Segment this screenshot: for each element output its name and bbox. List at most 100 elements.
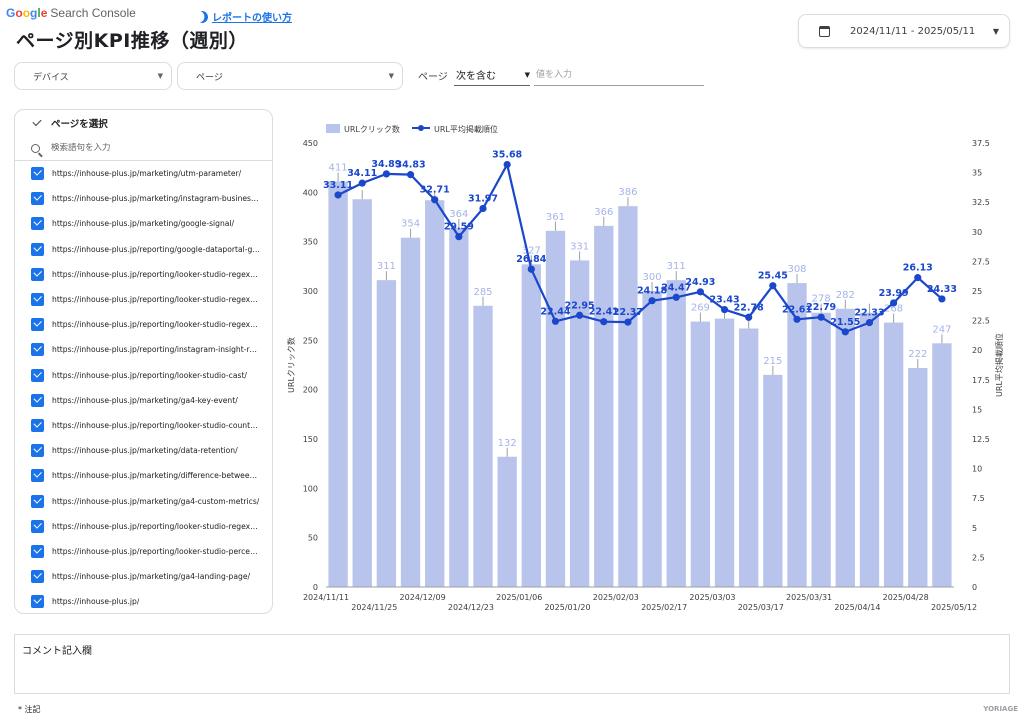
bar-value-label: 366 (594, 207, 613, 218)
page-url: https://inhouse-plus.jp/reporting/google… (52, 244, 260, 254)
checkbox-checked-icon[interactable] (31, 444, 44, 458)
checkbox-checked-icon[interactable] (31, 343, 44, 357)
checkbox-checked-icon[interactable] (31, 469, 44, 483)
filter-operator-value: 次を含む (456, 71, 496, 82)
line-point (648, 297, 656, 305)
bar-value-label: 247 (932, 324, 951, 335)
guide-icon (194, 8, 210, 24)
checkbox-checked-icon[interactable] (31, 595, 44, 609)
line-point (720, 305, 729, 314)
line-point (817, 313, 825, 321)
line-value-label: 31.97 (468, 193, 498, 204)
checkbox-checked-icon[interactable] (31, 318, 44, 332)
page-list-item[interactable]: https://inhouse-plus.jp/reporting/looker… (15, 539, 272, 564)
page-list-item[interactable]: https://inhouse-plus.jp/reporting/looker… (15, 413, 272, 438)
bar (594, 225, 614, 587)
x-tick-label: 2025/03/03 (689, 593, 735, 602)
page-list-item[interactable]: https://inhouse-plus.jp/reporting/looker… (15, 312, 272, 337)
page-list-item[interactable]: https://inhouse-plus.jp/marketing/instag… (15, 186, 272, 211)
page-list-item[interactable]: https://inhouse-plus.jp/marketing/ga4-cu… (15, 488, 272, 513)
kpi-combo-chart: URLクリック数 URL平均掲載順位 0 50 100 150 200 250 300 350 40… (282, 114, 1008, 614)
check-icon (32, 116, 42, 127)
checkbox-checked-icon[interactable] (31, 519, 44, 533)
search-icon (31, 143, 40, 153)
legend-marker (418, 125, 424, 131)
checkbox-checked-icon[interactable] (31, 368, 44, 382)
page-search (15, 136, 272, 161)
checkbox-checked-icon[interactable] (31, 393, 44, 407)
page-select-panel: ページを選択 https://inhouse-plus.jp/marketing… (14, 109, 273, 614)
y-right-tick-label: 0 (972, 583, 977, 592)
checkbox-checked-icon[interactable] (31, 544, 44, 558)
bar-value-label: 411 (329, 162, 348, 173)
checkbox-checked-icon[interactable] (31, 192, 44, 206)
filter-operator-select[interactable]: 次を含む ▼ (454, 64, 530, 86)
line-value-label: 23.99 (879, 288, 909, 299)
y-right-tick-label: 20 (972, 346, 982, 355)
bar-value-label: 331 (570, 241, 589, 252)
x-tick-label: 2025/01/06 (496, 593, 542, 602)
page-list-item[interactable]: https://inhouse-plus.jp/marketing/google… (15, 211, 272, 236)
line-point (745, 313, 753, 321)
line-value-label: 22.44 (540, 306, 570, 317)
page-url: https://inhouse-plus.jp/reporting/looker… (52, 521, 260, 531)
checkbox-checked-icon[interactable] (31, 570, 44, 584)
line-point (406, 171, 415, 179)
page-list-item[interactable]: https://inhouse-plus.jp/marketing/ga4-la… (15, 564, 272, 589)
line-value-label: 26.13 (903, 263, 933, 274)
line-point (938, 295, 946, 303)
line-point (334, 191, 342, 199)
y-left-axis-title: URLクリック数 (286, 337, 296, 393)
comment-box[interactable]: コメント記入欄 (14, 634, 1010, 694)
device-dropdown[interactable]: デバイス ▼ (14, 62, 172, 90)
bar (400, 237, 421, 587)
calendar-icon (819, 25, 830, 37)
series-line (337, 163, 943, 333)
x-tick-label: 2025/01/20 (544, 603, 590, 612)
checkbox-checked-icon[interactable] (31, 217, 44, 231)
page-list-item[interactable]: https://inhouse-plus.jp/ (15, 589, 272, 613)
page-list-item[interactable]: https://inhouse-plus.jp/reporting/looker… (15, 287, 272, 312)
page-list-item[interactable]: https://inhouse-plus.jp/marketing/data-r… (15, 438, 272, 463)
bar-value-label: 311 (667, 261, 686, 272)
bar (690, 321, 711, 587)
page-dropdown[interactable]: ページ ▼ (177, 62, 403, 90)
page-list-item[interactable]: https://inhouse-plus.jp/marketing/ga4-ke… (15, 388, 272, 413)
checkbox-checked-icon[interactable] (31, 293, 44, 307)
checkbox-checked-icon[interactable] (31, 494, 44, 508)
page-search-input[interactable] (51, 143, 251, 153)
line-point (890, 299, 898, 307)
y-right-tick-label: 7.5 (972, 494, 985, 503)
page-list-item[interactable]: https://inhouse-plus.jp/reporting/looker… (15, 363, 272, 388)
x-tick-label: 2025/04/14 (834, 603, 880, 612)
x-tick-label: 2024/12/09 (400, 593, 446, 602)
date-range-picker[interactable]: 2024/11/11 - 2025/05/11 ▼ (798, 14, 1010, 48)
line-value-label: 23.43 (710, 295, 740, 306)
page-url: https://inhouse-plus.jp/reporting/looker… (52, 295, 260, 305)
page-list-item[interactable]: https://inhouse-plus.jp/marketing/differ… (15, 463, 272, 488)
filter-value-input[interactable] (534, 64, 704, 86)
page-url: https://inhouse-plus.jp/reporting/looker… (52, 370, 247, 380)
select-all-pages[interactable]: ページを選択 (15, 110, 272, 136)
bar-value-label: 386 (618, 187, 637, 198)
checkbox-checked-icon[interactable] (31, 418, 44, 432)
page-list-item[interactable]: https://inhouse-plus.jp/reporting/looker… (15, 262, 272, 287)
checkbox-checked-icon[interactable] (31, 242, 44, 256)
line-point (527, 265, 535, 273)
report-guide-link[interactable]: レポートの使い方 (196, 9, 292, 24)
bar (787, 283, 807, 587)
page-list-item[interactable]: https://inhouse-plus.jp/reporting/google… (15, 237, 272, 262)
line-point (865, 319, 874, 327)
checkbox-checked-icon[interactable] (31, 267, 44, 281)
bar (569, 260, 590, 587)
checkbox-checked-icon[interactable] (31, 167, 44, 181)
page-url: https://inhouse-plus.jp/marketing/ga4-la… (52, 572, 251, 582)
y-right-tick-label: 2.5 (972, 553, 985, 562)
y-left-tick-label: 150 (303, 435, 318, 444)
footnote: * 注記 (18, 705, 41, 714)
bar (763, 374, 783, 587)
page-list-item[interactable]: https://inhouse-plus.jp/reporting/looker… (15, 514, 272, 539)
line-point (600, 318, 608, 326)
page-list-item[interactable]: https://inhouse-plus.jp/reporting/instag… (15, 337, 272, 362)
page-list-item[interactable]: https://inhouse-plus.jp/marketing/utm-pa… (15, 161, 272, 186)
